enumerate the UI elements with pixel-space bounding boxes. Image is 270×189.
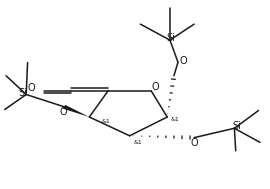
Text: O: O (151, 82, 159, 92)
Text: Si: Si (19, 88, 28, 98)
Text: Si: Si (167, 33, 176, 43)
Text: &1: &1 (170, 117, 179, 122)
Text: &1: &1 (102, 119, 110, 124)
Text: Si: Si (233, 121, 241, 131)
Text: O: O (59, 107, 67, 117)
Text: O: O (191, 138, 198, 148)
Polygon shape (62, 105, 89, 117)
Text: O: O (180, 56, 187, 66)
Text: &1: &1 (134, 140, 142, 145)
Text: O: O (28, 84, 35, 94)
